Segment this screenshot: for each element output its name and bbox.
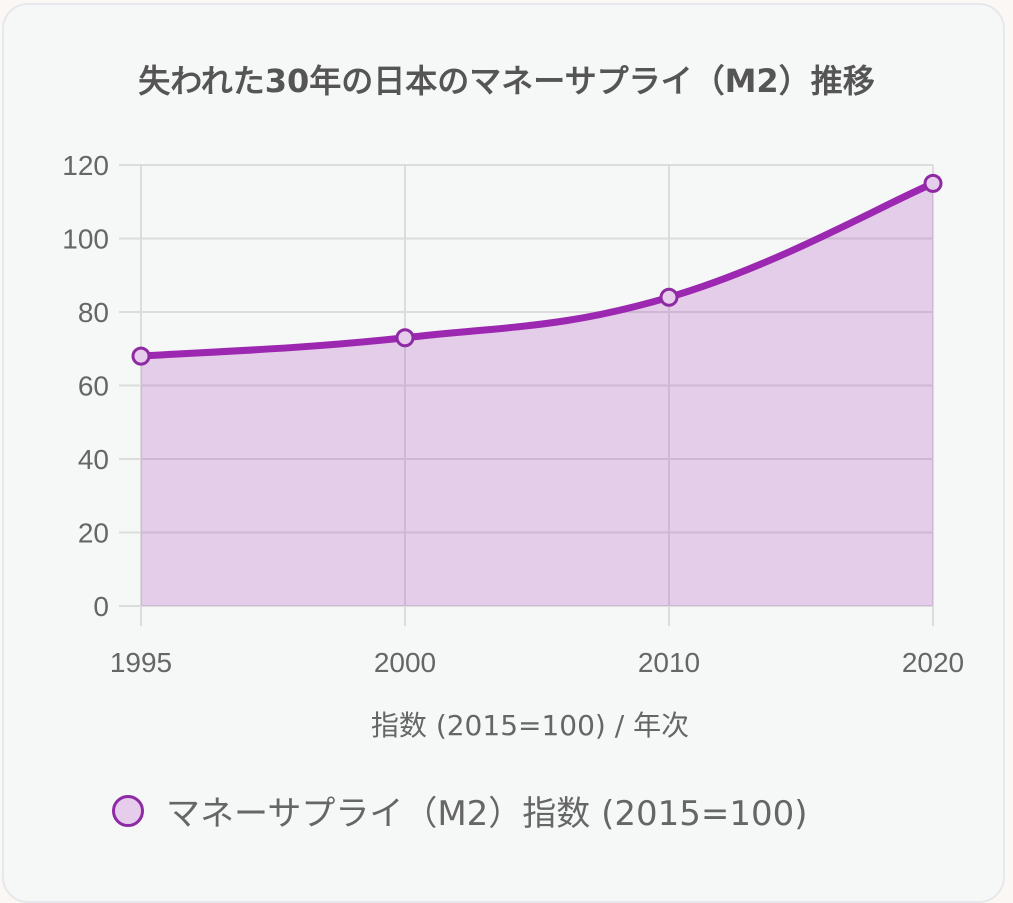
x-axis-label: 指数 (2015=100) / 年次 (371, 709, 689, 742)
y-tick-label: 60 (78, 371, 109, 402)
chart-title: 失われた30年の日本のマネーサプライ（M2）推移 (138, 62, 875, 100)
legend-swatch-icon (112, 794, 144, 827)
data-point (659, 287, 679, 307)
y-tick-label: 20 (78, 518, 109, 549)
data-point (395, 328, 415, 348)
legend[interactable]: マネーサプライ（M2）指数 (2015=100) (112, 786, 808, 835)
legend-label: マネーサプライ（M2）指数 (2015=100) (166, 794, 808, 834)
area-fill (141, 183, 933, 606)
x-tick-label: 1995 (110, 647, 172, 678)
y-tick-label: 100 (62, 224, 109, 255)
y-tick-label: 40 (78, 444, 109, 475)
data-point (131, 346, 151, 366)
y-tick-label: 0 (93, 591, 109, 622)
chart-card (2, 3, 1005, 903)
x-tick-label: 2020 (902, 647, 964, 678)
y-tick-label: 80 (78, 297, 109, 328)
y-tick-label: 120 (62, 150, 109, 181)
data-point (923, 173, 943, 193)
x-tick-label: 2000 (374, 647, 436, 678)
x-tick-label: 2010 (638, 647, 700, 678)
series-line (140, 180, 935, 360)
